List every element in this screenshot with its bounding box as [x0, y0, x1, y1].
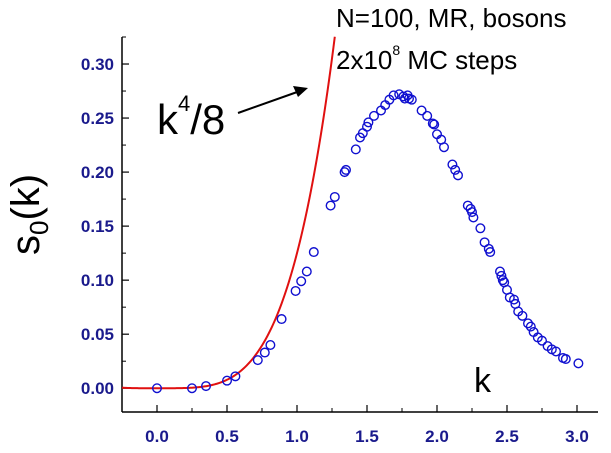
data-point — [325, 200, 336, 211]
data-point — [406, 94, 417, 105]
curve-layer — [121, 36, 336, 390]
data-point — [200, 381, 211, 392]
y-tick-label: 0.10 — [81, 271, 114, 290]
data-point — [467, 207, 478, 218]
axes: 0.0 0.5 1.0 1.5 2.0 2.5 3.0 0.00 0.05 0.10 0.15 0.2… — [81, 36, 598, 446]
x-axis-label: k — [474, 362, 491, 400]
data-point — [276, 314, 287, 325]
y-tick-label: 0.20 — [81, 163, 114, 182]
data-point — [265, 339, 276, 350]
data-point — [398, 91, 409, 102]
data-point — [341, 164, 352, 175]
data-point — [496, 270, 507, 281]
x-tick-label: 3.0 — [565, 427, 589, 446]
data-point — [537, 335, 548, 346]
data-point — [151, 383, 162, 394]
annotation-steps-suffix: MC steps — [400, 45, 518, 75]
data-point — [221, 375, 232, 386]
data-point — [509, 294, 520, 305]
curve-label-base: k — [157, 96, 178, 143]
x-tick-label: 1.0 — [285, 427, 309, 446]
data-point — [560, 354, 571, 365]
y-tick-label: 0.00 — [81, 379, 114, 398]
data-point — [551, 346, 562, 357]
data-point — [416, 105, 427, 116]
annotation-steps: 2x108 MC steps — [336, 42, 518, 76]
curve-label-exponent: 4 — [178, 91, 191, 116]
data-point — [523, 318, 534, 329]
data-point — [252, 355, 263, 366]
data-point — [399, 93, 410, 104]
x-tick-label: 1.5 — [355, 427, 379, 446]
data-point — [362, 121, 373, 132]
annotation-steps-exponent: 8 — [392, 42, 401, 59]
data-point — [388, 90, 399, 101]
k4-over-8-curve — [121, 36, 336, 390]
data-point — [495, 266, 506, 277]
data-point — [429, 119, 440, 130]
data-point — [329, 191, 340, 202]
data-point — [427, 118, 438, 129]
data-point — [422, 110, 433, 121]
data-point — [468, 212, 479, 223]
data-point — [497, 275, 508, 286]
annotation-system: N=100, MR, bosons — [336, 3, 567, 33]
y-tick-label: 0.30 — [81, 55, 114, 74]
arrow-head — [293, 86, 308, 97]
data-points-layer — [151, 89, 584, 394]
data-point — [290, 285, 301, 296]
annotation-steps-prefix: 2x10 — [336, 45, 393, 75]
data-point — [439, 142, 450, 153]
y-tick-label: 0.15 — [81, 217, 114, 236]
x-tick-label: 2.5 — [495, 427, 519, 446]
data-point — [363, 117, 374, 128]
data-point — [308, 247, 319, 258]
data-point — [301, 266, 312, 277]
y-tick-label: 0.25 — [81, 109, 114, 128]
data-point — [475, 223, 486, 234]
data-point — [485, 247, 496, 258]
data-point — [350, 144, 361, 155]
y-tick-label: 0.05 — [81, 325, 114, 344]
data-point — [525, 321, 536, 332]
data-point — [296, 276, 307, 287]
data-point — [447, 159, 458, 170]
data-point — [453, 170, 464, 181]
data-point — [259, 347, 270, 358]
curve-label-suffix: /8 — [190, 96, 226, 143]
data-point — [450, 164, 461, 175]
data-point — [230, 371, 241, 382]
x-tick-label: 0.0 — [145, 427, 169, 446]
data-point — [573, 358, 584, 369]
curve-label: k4/8 — [157, 91, 226, 144]
annotation-arrow-layer — [237, 86, 308, 114]
x-tick-label: 0.5 — [215, 427, 239, 446]
data-point — [369, 110, 380, 121]
x-tick-label: 2.0 — [425, 427, 449, 446]
data-point — [517, 310, 528, 321]
arrow-shaft — [237, 90, 301, 114]
data-point — [339, 167, 350, 178]
data-point — [186, 383, 197, 394]
